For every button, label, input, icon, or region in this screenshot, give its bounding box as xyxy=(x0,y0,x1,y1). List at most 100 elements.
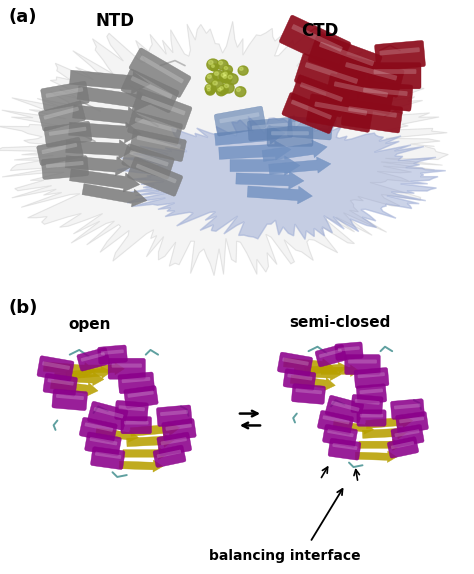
FancyBboxPatch shape xyxy=(292,24,343,52)
FancyArrow shape xyxy=(362,426,408,439)
Ellipse shape xyxy=(237,88,240,91)
Ellipse shape xyxy=(214,72,219,75)
FancyBboxPatch shape xyxy=(325,73,395,114)
FancyArrow shape xyxy=(333,421,374,434)
FancyBboxPatch shape xyxy=(351,394,383,415)
Ellipse shape xyxy=(213,81,217,85)
FancyBboxPatch shape xyxy=(95,452,121,459)
Ellipse shape xyxy=(206,73,217,84)
FancyBboxPatch shape xyxy=(121,69,179,113)
FancyBboxPatch shape xyxy=(132,88,192,130)
FancyBboxPatch shape xyxy=(122,144,174,179)
FancyBboxPatch shape xyxy=(305,62,358,84)
FancyBboxPatch shape xyxy=(124,386,158,408)
FancyBboxPatch shape xyxy=(300,82,343,102)
Ellipse shape xyxy=(205,84,216,94)
FancyBboxPatch shape xyxy=(44,107,79,119)
FancyBboxPatch shape xyxy=(156,405,192,426)
FancyBboxPatch shape xyxy=(214,106,266,136)
FancyBboxPatch shape xyxy=(108,358,146,379)
FancyBboxPatch shape xyxy=(81,352,105,362)
FancyBboxPatch shape xyxy=(47,378,74,386)
FancyBboxPatch shape xyxy=(380,47,420,56)
Ellipse shape xyxy=(221,73,226,77)
FancyBboxPatch shape xyxy=(356,384,387,404)
FancyBboxPatch shape xyxy=(357,410,386,426)
FancyBboxPatch shape xyxy=(394,429,419,437)
Ellipse shape xyxy=(209,60,213,64)
FancyArrow shape xyxy=(119,460,163,472)
Ellipse shape xyxy=(223,65,232,74)
FancyBboxPatch shape xyxy=(325,395,364,423)
FancyBboxPatch shape xyxy=(319,349,342,358)
FancyBboxPatch shape xyxy=(354,367,389,388)
FancyBboxPatch shape xyxy=(46,161,83,168)
FancyArrow shape xyxy=(82,363,124,375)
FancyBboxPatch shape xyxy=(287,117,333,140)
Ellipse shape xyxy=(217,60,228,70)
FancyBboxPatch shape xyxy=(128,111,182,145)
FancyBboxPatch shape xyxy=(306,94,374,132)
FancyBboxPatch shape xyxy=(396,412,428,433)
Ellipse shape xyxy=(221,74,232,83)
FancyArrow shape xyxy=(55,372,104,386)
Text: balancing interface: balancing interface xyxy=(209,549,361,563)
FancyArrow shape xyxy=(130,422,180,436)
FancyArrow shape xyxy=(219,141,291,160)
FancyArrow shape xyxy=(305,362,348,374)
FancyBboxPatch shape xyxy=(219,113,259,123)
FancyBboxPatch shape xyxy=(369,63,421,89)
FancyBboxPatch shape xyxy=(277,352,313,377)
FancyBboxPatch shape xyxy=(90,437,118,445)
Text: CTD: CTD xyxy=(301,22,339,40)
FancyArrow shape xyxy=(73,105,143,127)
FancyBboxPatch shape xyxy=(322,416,350,424)
Ellipse shape xyxy=(235,87,246,96)
FancyArrow shape xyxy=(355,451,397,463)
FancyArrow shape xyxy=(50,380,98,396)
Ellipse shape xyxy=(228,75,232,79)
FancyBboxPatch shape xyxy=(115,401,148,422)
FancyArrow shape xyxy=(283,358,333,373)
FancyBboxPatch shape xyxy=(131,76,173,99)
FancyArrow shape xyxy=(43,362,96,378)
FancyBboxPatch shape xyxy=(322,424,357,447)
FancyArrow shape xyxy=(66,139,134,159)
FancyBboxPatch shape xyxy=(140,56,184,83)
FancyArrow shape xyxy=(96,428,138,442)
FancyBboxPatch shape xyxy=(153,445,186,467)
Ellipse shape xyxy=(223,83,234,93)
Text: semi-closed: semi-closed xyxy=(289,315,391,329)
FancyBboxPatch shape xyxy=(357,80,413,111)
Text: (b): (b) xyxy=(8,298,37,317)
Ellipse shape xyxy=(207,88,210,91)
FancyBboxPatch shape xyxy=(41,156,89,180)
FancyArrow shape xyxy=(262,140,327,161)
FancyArrow shape xyxy=(70,70,150,94)
FancyArrow shape xyxy=(66,366,111,379)
Ellipse shape xyxy=(219,86,228,95)
FancyBboxPatch shape xyxy=(118,405,145,411)
FancyArrow shape xyxy=(247,186,312,204)
FancyBboxPatch shape xyxy=(271,131,309,135)
FancyBboxPatch shape xyxy=(98,345,128,364)
FancyArrow shape xyxy=(127,434,174,447)
FancyBboxPatch shape xyxy=(348,106,397,118)
FancyBboxPatch shape xyxy=(137,135,181,149)
Ellipse shape xyxy=(222,71,233,81)
FancyArrow shape xyxy=(366,415,413,429)
FancyBboxPatch shape xyxy=(85,432,121,456)
FancyBboxPatch shape xyxy=(345,62,397,80)
FancyBboxPatch shape xyxy=(87,401,128,430)
FancyBboxPatch shape xyxy=(157,449,181,458)
FancyBboxPatch shape xyxy=(394,404,420,409)
FancyBboxPatch shape xyxy=(46,87,83,98)
Ellipse shape xyxy=(219,87,223,90)
Polygon shape xyxy=(117,115,446,239)
Ellipse shape xyxy=(223,72,227,76)
Ellipse shape xyxy=(239,67,243,71)
FancyBboxPatch shape xyxy=(124,421,148,425)
FancyBboxPatch shape xyxy=(42,143,77,154)
FancyArrow shape xyxy=(82,184,147,207)
FancyBboxPatch shape xyxy=(359,389,383,394)
